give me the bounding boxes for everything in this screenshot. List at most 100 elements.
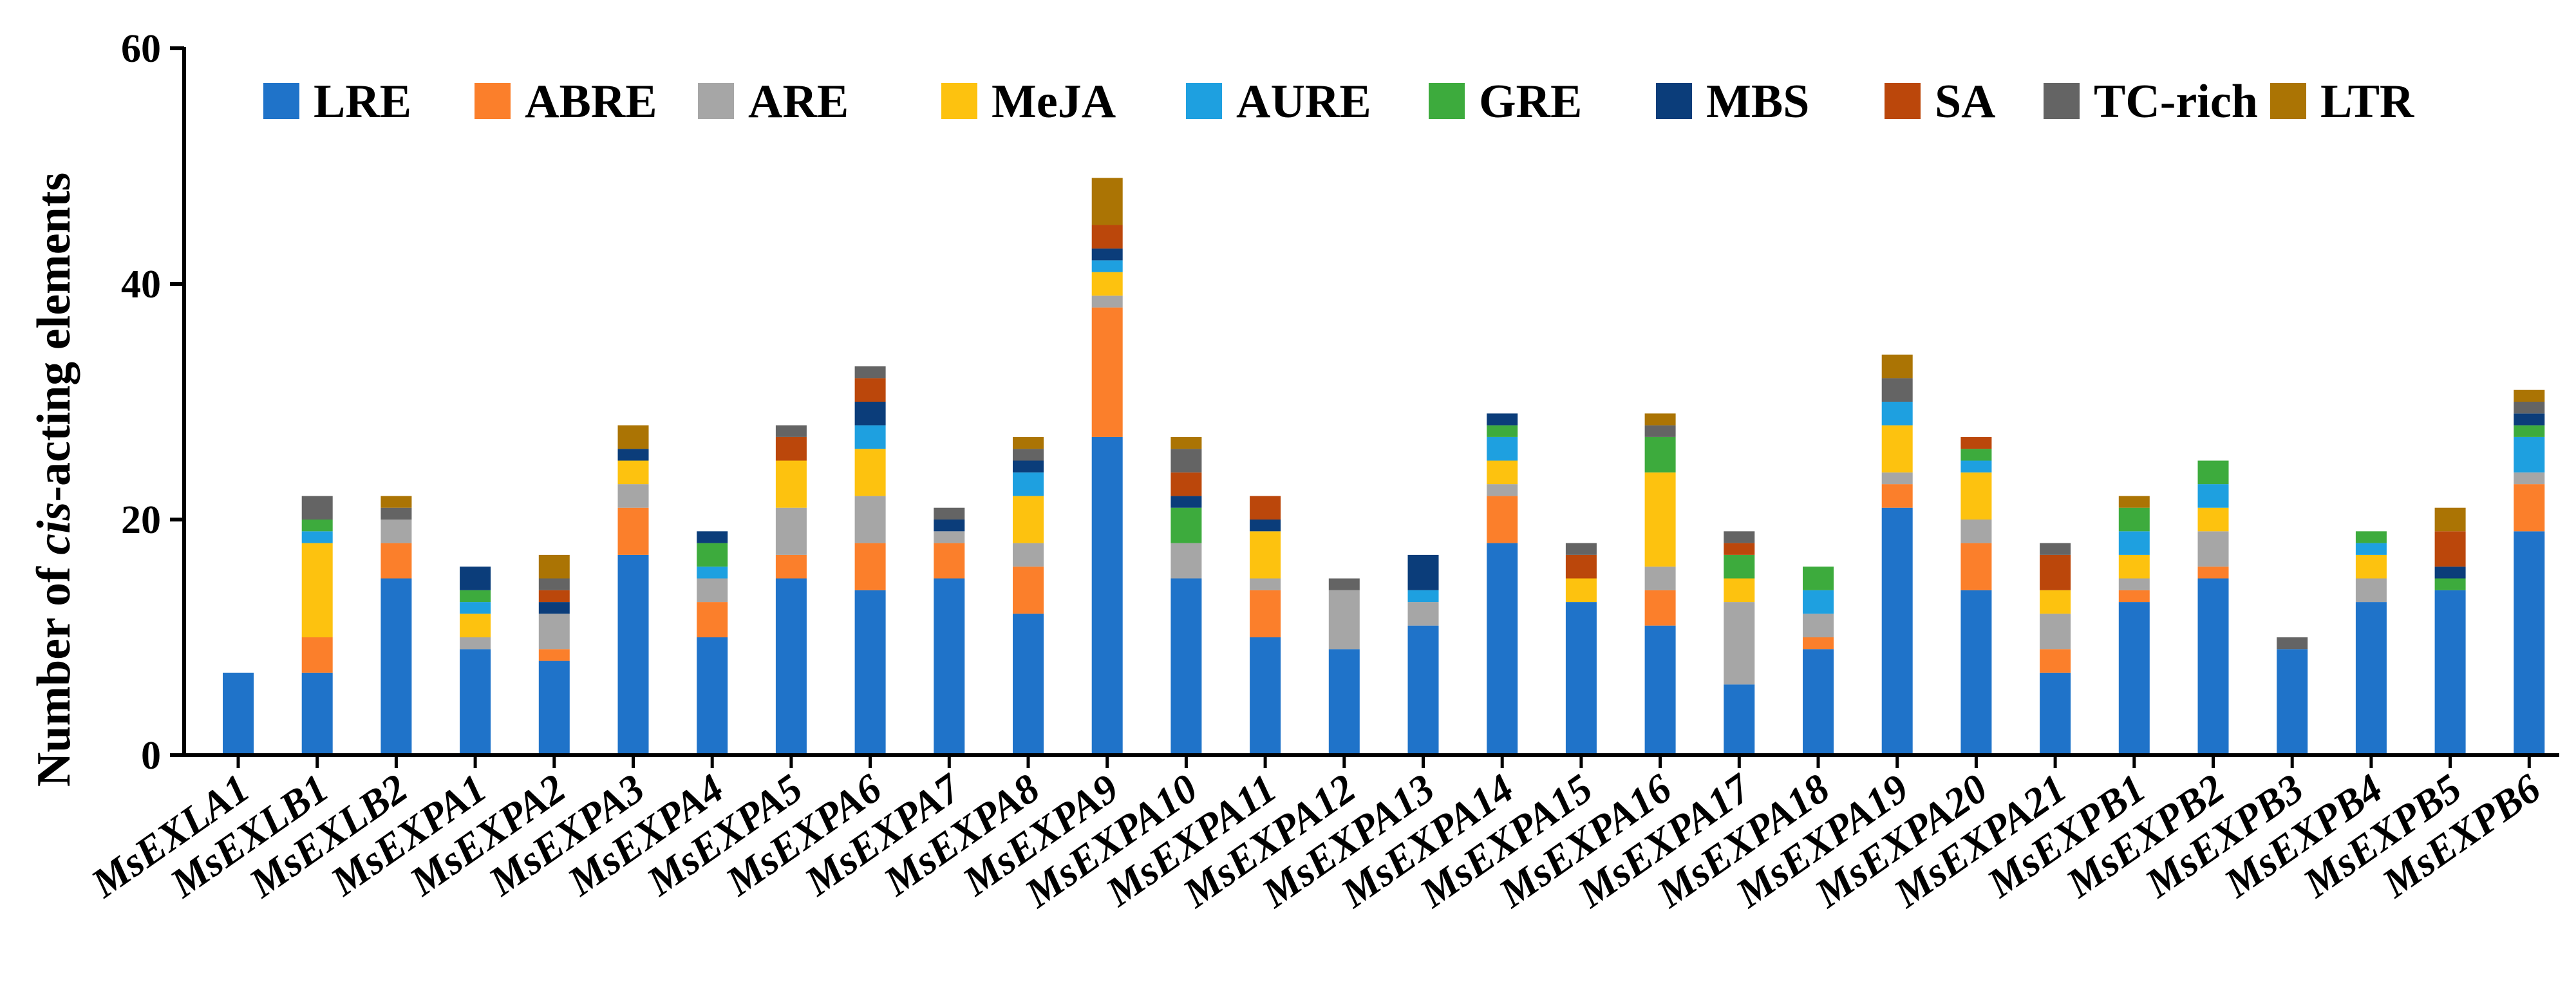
bar-segment-MsEXPB2-LRE bbox=[2197, 578, 2229, 755]
bar-segment-MsEXPA8-ARE bbox=[1013, 543, 1044, 567]
bar-stack-MsEXPA15 bbox=[1565, 543, 1597, 755]
bar-segment-MsEXPB1-ABRE bbox=[2118, 590, 2150, 603]
bar-segment-MsEXPA13-AURE bbox=[1407, 590, 1439, 603]
legend-item-LRE: LRE bbox=[263, 75, 411, 128]
bar-segment-MsEXPB2-AURE bbox=[2197, 484, 2229, 508]
bar-segment-MsEXPA7-MBS bbox=[934, 520, 965, 532]
bar-segment-MsEXPA11-SA bbox=[1250, 496, 1281, 520]
bar-stack-MsEXLA1 bbox=[223, 672, 254, 755]
bar-segment-MsEXLA1-LRE bbox=[223, 672, 254, 755]
bar-segment-MsEXPB6-ARE bbox=[2514, 472, 2545, 485]
bar-segment-MsEXPA20-GRE bbox=[1960, 449, 1992, 461]
bar-segment-MsEXPA1-AURE bbox=[460, 602, 491, 614]
legend-swatch-ARE bbox=[698, 83, 734, 119]
bar-segment-MsEXPB2-ARE bbox=[2197, 531, 2229, 567]
bar-segment-MsEXPB4-AURE bbox=[2355, 543, 2387, 555]
bar-segment-MsEXPB1-MeJA bbox=[2118, 554, 2150, 579]
bar-segment-MsEXPA4-GRE bbox=[697, 543, 728, 567]
bar-segment-MsEXPA1-GRE bbox=[460, 590, 491, 603]
bar-segment-MsEXPA10-LTR bbox=[1170, 436, 1202, 449]
bar-segment-MsEXPA3-LRE bbox=[617, 554, 649, 755]
bar-segment-MsEXPA9-LRE bbox=[1091, 436, 1123, 755]
bar-segment-MsEXPA8-AURE bbox=[1013, 472, 1044, 496]
bar-segment-MsEXPB6-ABRE bbox=[2514, 484, 2545, 532]
y-axis-title-italic: cis bbox=[28, 502, 80, 555]
legend-label-SA: SA bbox=[1935, 75, 1996, 128]
bar-segment-MsEXPA3-MBS bbox=[617, 449, 649, 461]
bar-segment-MsEXPA19-LRE bbox=[1881, 507, 1913, 755]
bar-segment-MsEXPA17-MeJA bbox=[1724, 578, 1755, 603]
bar-segment-MsEXPA10-LRE bbox=[1170, 578, 1202, 755]
bar-stack-MsEXLB2 bbox=[381, 496, 412, 755]
bar-segment-MsEXPB3-LRE bbox=[2277, 649, 2308, 755]
bars-layer bbox=[223, 178, 2545, 755]
bar-segment-MsEXPA5-ABRE bbox=[775, 554, 807, 579]
bar-stack-MsEXPA17 bbox=[1724, 531, 1755, 755]
legend-swatch-LTR bbox=[2270, 83, 2306, 119]
bar-segment-MsEXPA16-ARE bbox=[1644, 567, 1676, 590]
bar-stack-MsEXPA12 bbox=[1328, 578, 1360, 755]
bar-segment-MsEXPA9-SA bbox=[1091, 225, 1123, 249]
bar-segment-MsEXPA6-TC-rich bbox=[854, 366, 886, 379]
bar-segment-MsEXPA14-GRE bbox=[1487, 425, 1518, 437]
bar-segment-MsEXPA2-ABRE bbox=[538, 649, 570, 661]
bar-segment-MsEXPA4-MBS bbox=[697, 531, 728, 543]
legend-item-ARE: ARE bbox=[698, 75, 849, 128]
bar-segment-MsEXPA17-TC-rich bbox=[1724, 531, 1755, 543]
bar-segment-MsEXPA17-SA bbox=[1724, 543, 1755, 555]
bar-segment-MsEXPA3-ARE bbox=[617, 484, 649, 508]
bar-segment-MsEXLB2-ABRE bbox=[381, 543, 412, 579]
bar-segment-MsEXPA21-SA bbox=[2040, 554, 2071, 590]
legend-label-AURE: AURE bbox=[1236, 75, 1371, 128]
legend-swatch-MBS bbox=[1656, 83, 1692, 119]
bar-segment-MsEXLB2-LTR bbox=[381, 496, 412, 508]
bar-segment-MsEXPA8-LRE bbox=[1013, 614, 1044, 755]
bar-segment-MsEXPA1-LRE bbox=[460, 649, 491, 755]
bar-segment-MsEXPA5-SA bbox=[775, 436, 807, 461]
bar-segment-MsEXPB2-MeJA bbox=[2197, 507, 2229, 532]
bar-segment-MsEXPA20-MeJA bbox=[1960, 472, 1992, 520]
axes-layer: 0204060MsEXLA1MsEXLB1MsEXLB2MsEXPA1MsEXP… bbox=[82, 27, 2559, 917]
legend-item-SA: SA bbox=[1885, 75, 1996, 128]
bar-stack-MsEXPA11 bbox=[1250, 496, 1281, 755]
bar-segment-MsEXPB3-TC-rich bbox=[2277, 637, 2308, 650]
bar-segment-MsEXPA14-MeJA bbox=[1487, 460, 1518, 485]
bar-segment-MsEXPB4-LRE bbox=[2355, 602, 2387, 755]
bar-segment-MsEXPA7-LRE bbox=[934, 578, 965, 755]
bar-segment-MsEXPA21-ARE bbox=[2040, 614, 2071, 650]
bar-segment-MsEXPA5-MeJA bbox=[775, 460, 807, 508]
bar-segment-MsEXPB1-GRE bbox=[2118, 507, 2150, 532]
bar-segment-MsEXLB2-ARE bbox=[381, 520, 412, 543]
legend-item-MBS: MBS bbox=[1656, 75, 1809, 128]
bar-stack-MsEXPA4 bbox=[697, 531, 728, 755]
bar-segment-MsEXPA11-LRE bbox=[1250, 637, 1281, 755]
bar-segment-MsEXPA8-TC-rich bbox=[1013, 449, 1044, 461]
bar-segment-MsEXPA8-MBS bbox=[1013, 460, 1044, 473]
bar-stack-MsEXPA16 bbox=[1644, 413, 1676, 755]
legend-item-AURE: AURE bbox=[1186, 75, 1371, 128]
bar-segment-MsEXPA9-ABRE bbox=[1091, 307, 1123, 437]
bar-stack-MsEXPA1 bbox=[460, 567, 491, 755]
bar-stack-MsEXPB4 bbox=[2355, 531, 2387, 755]
bar-segment-MsEXLB2-TC-rich bbox=[381, 507, 412, 520]
bar-segment-MsEXPA19-ARE bbox=[1881, 472, 1913, 485]
y-tick-label-20: 20 bbox=[121, 498, 161, 542]
bar-segment-MsEXPA11-ABRE bbox=[1250, 590, 1281, 637]
bar-segment-MsEXLB1-MeJA bbox=[301, 543, 333, 637]
bar-segment-MsEXLB2-LRE bbox=[381, 578, 412, 755]
bar-segment-MsEXPA6-SA bbox=[854, 378, 886, 402]
bar-segment-MsEXPA20-ARE bbox=[1960, 520, 1992, 543]
bar-segment-MsEXLB1-TC-rich bbox=[301, 496, 333, 520]
legend-label-MBS: MBS bbox=[1706, 75, 1809, 128]
bar-stack-MsEXPA9 bbox=[1091, 178, 1123, 755]
bar-segment-MsEXPA20-AURE bbox=[1960, 460, 1992, 473]
bar-segment-MsEXPB4-ARE bbox=[2355, 578, 2387, 603]
bar-segment-MsEXPA19-MeJA bbox=[1881, 425, 1913, 473]
bar-stack-MsEXPA2 bbox=[538, 554, 570, 755]
bar-segment-MsEXPA7-ARE bbox=[934, 531, 965, 543]
legend-swatch-MeJA bbox=[941, 83, 977, 119]
bar-segment-MsEXPA17-GRE bbox=[1724, 554, 1755, 579]
bar-segment-MsEXPA2-ARE bbox=[538, 614, 570, 650]
bar-segment-MsEXPA2-LTR bbox=[538, 554, 570, 579]
bar-segment-MsEXPB5-LTR bbox=[2434, 507, 2466, 532]
